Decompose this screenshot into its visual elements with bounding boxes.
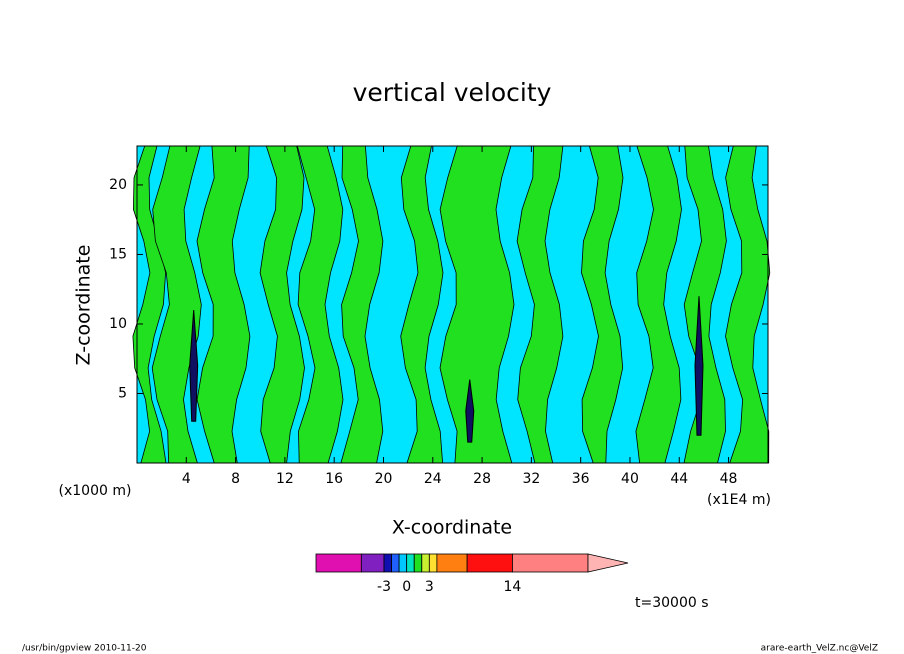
x-tick-label: 48 <box>720 471 738 487</box>
x-tick-label: 44 <box>670 471 688 487</box>
colorbar-segment <box>512 553 589 573</box>
contour-core <box>465 379 475 443</box>
x-tick-label: 16 <box>325 471 343 487</box>
colorbar-tick-label: 14 <box>504 579 522 595</box>
colorbar-tick-label: 3 <box>425 579 434 595</box>
colorbar-segment <box>466 553 513 573</box>
y-tick-label: 15 <box>109 246 127 262</box>
plot-area <box>132 145 771 464</box>
colorbar-segment <box>436 553 468 573</box>
y-tick-label: 20 <box>109 177 127 193</box>
colorbar-segment <box>383 553 392 573</box>
x-unit-left: (x1000 m) <box>59 483 132 499</box>
colorbar-extension <box>587 553 629 573</box>
x-tick-label: 20 <box>375 471 393 487</box>
x-tick-label: 32 <box>522 471 540 487</box>
x-tick-label: 36 <box>572 471 590 487</box>
x-unit-right: (x1E4 m) <box>707 492 771 508</box>
x-tick-label: 12 <box>276 471 294 487</box>
contour-core <box>189 310 199 422</box>
colorbar-segment <box>413 553 423 573</box>
y-axis-label: Z-coordinate <box>73 245 95 366</box>
colorbar-tick-label: 0 <box>402 579 411 595</box>
plot-frame <box>136 145 769 464</box>
x-tick-label: 4 <box>182 471 191 487</box>
y-tick-label: 10 <box>109 316 127 332</box>
y-tick-label: 5 <box>118 385 127 401</box>
colorbar-segment <box>391 553 400 573</box>
colorbar-segment <box>406 553 415 573</box>
footer-left: /usr/bin/gpview 2010-11-20 <box>22 644 147 654</box>
footer-right: arare-earth_VelZ.nc@VelZ <box>761 644 878 654</box>
x-tick-label: 28 <box>473 471 491 487</box>
colorbar-segment <box>428 553 438 573</box>
colorbar-segment <box>398 553 408 573</box>
x-tick-label: 40 <box>621 471 639 487</box>
annotation: t=30000 s <box>635 595 709 611</box>
colorbar-tick-label: -3 <box>377 579 391 595</box>
colorbar-segment <box>315 553 362 573</box>
x-tick-label: 8 <box>231 471 240 487</box>
contour-core <box>694 296 704 436</box>
colorbar-segment <box>421 553 430 573</box>
chart-title: vertical velocity <box>353 78 552 107</box>
colorbar-segment <box>360 553 385 573</box>
x-axis-label: X-coordinate <box>392 517 512 539</box>
x-tick-label: 24 <box>424 471 442 487</box>
